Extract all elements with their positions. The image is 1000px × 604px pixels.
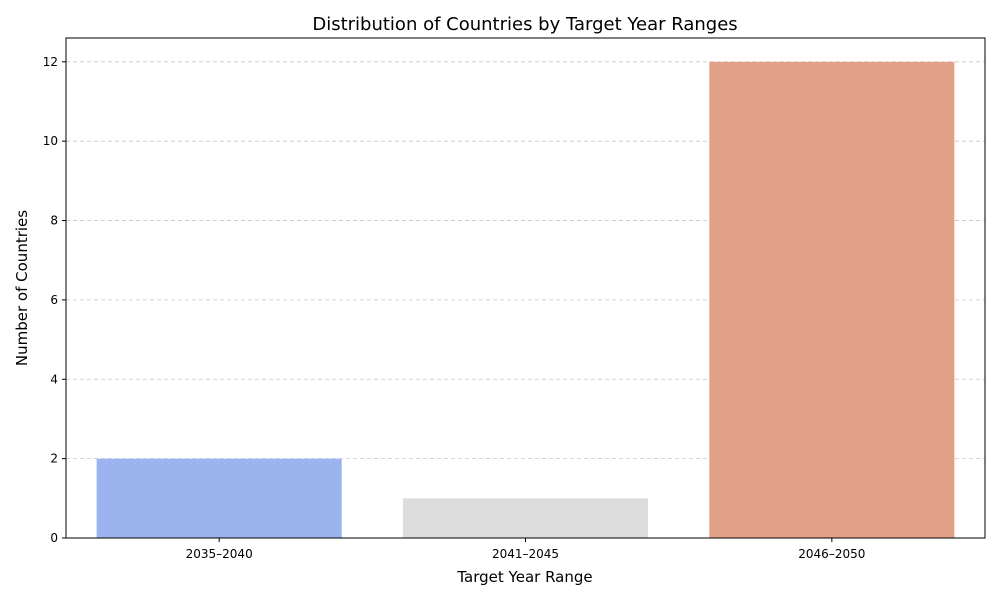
- y-tick-label: 6: [50, 293, 58, 307]
- y-tick-label: 2: [50, 452, 58, 466]
- x-tick-label: 2046–2050: [798, 547, 865, 561]
- y-tick-label: 4: [50, 372, 58, 386]
- bar-2046–2050: [709, 61, 955, 539]
- bar-2041–2045: [402, 498, 649, 538]
- y-tick-label: 8: [50, 214, 58, 228]
- y-tick-label: 12: [43, 55, 58, 69]
- bars-layer: [96, 61, 955, 539]
- x-tick-label: 2041–2045: [492, 547, 559, 561]
- y-tick-label: 0: [50, 531, 58, 545]
- bar-2035–2040: [96, 458, 342, 538]
- x-axis-ticks: 2035–2040 2041–2045 2046–2050: [186, 538, 865, 561]
- y-axis-ticks: 0 2 4 6 8 10 12: [43, 55, 66, 545]
- x-axis-label: Target Year Range: [456, 568, 592, 586]
- chart-title: Distribution of Countries by Target Year…: [312, 14, 737, 35]
- y-axis-label: Number of Countries: [13, 210, 31, 366]
- y-tick-label: 10: [43, 134, 58, 148]
- x-tick-label: 2035–2040: [186, 547, 253, 561]
